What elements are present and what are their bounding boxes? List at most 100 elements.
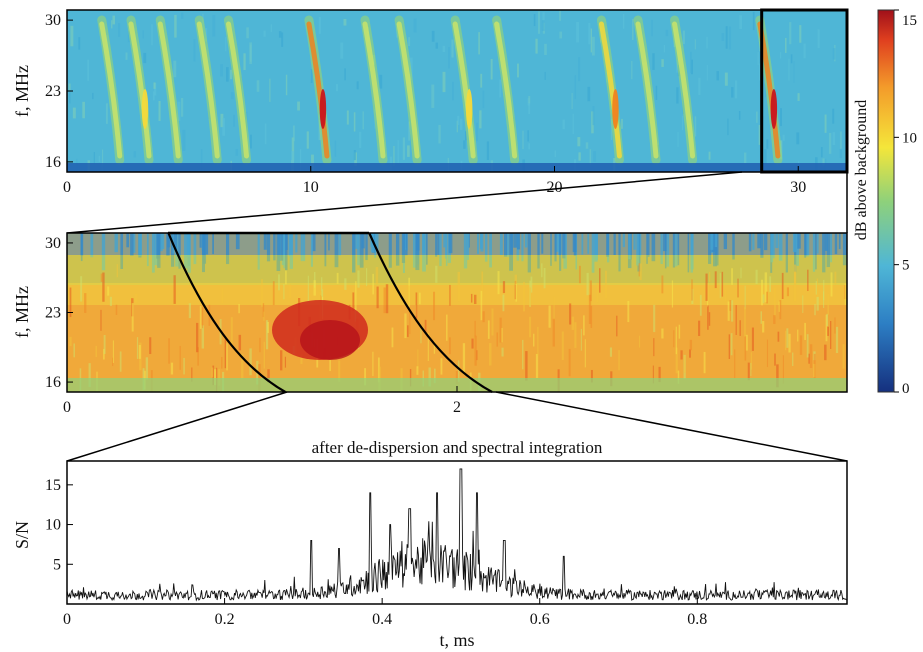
texture-cell — [407, 285, 410, 307]
texture-cell — [218, 369, 221, 386]
texture-cell — [725, 26, 728, 49]
texture-cell — [568, 348, 571, 377]
texture-cell — [182, 129, 186, 151]
middle-high-freq-band — [67, 233, 847, 255]
texture-cell — [799, 335, 803, 355]
zoom-connector-left — [66, 171, 743, 234]
y-tick-label: 23 — [45, 83, 61, 100]
texture-cell — [404, 313, 407, 339]
texture-cell — [433, 368, 436, 384]
texture-cell — [618, 350, 620, 371]
texture-cell — [197, 347, 199, 366]
bottom-y-ticks: 15 10 5 — [45, 477, 73, 573]
texture-cell — [263, 311, 265, 321]
y-tick-label: 5 — [53, 556, 61, 573]
texture-cell — [774, 353, 776, 366]
burst-streak — [598, 21, 622, 159]
texture-cell — [832, 132, 836, 145]
texture-cell — [731, 87, 734, 98]
texture-cell — [263, 341, 266, 369]
texture-cell — [744, 307, 746, 337]
texture-cell — [515, 283, 518, 302]
texture-cell — [682, 30, 685, 45]
texture-cell — [289, 284, 291, 299]
texture-cell — [69, 336, 72, 347]
texture-cell — [131, 303, 134, 332]
texture-cell — [270, 24, 273, 33]
y-tick-label: 16 — [45, 154, 61, 171]
middle-heatmap — [67, 233, 847, 392]
texture-cell — [413, 18, 417, 33]
texture-cell — [517, 63, 519, 78]
texture-cell — [822, 158, 825, 166]
texture-cell — [226, 67, 229, 82]
texture-cell — [825, 314, 828, 342]
texture-cell — [105, 103, 108, 124]
texture-cell — [586, 272, 589, 296]
texture-cell — [585, 142, 589, 149]
dispersion-curve-left — [167, 232, 286, 393]
texture-cell — [632, 18, 634, 41]
texture-cell — [543, 267, 546, 289]
texture-cell — [480, 73, 483, 88]
texture-cell — [559, 10, 562, 21]
texture-cell — [107, 286, 110, 296]
texture-cell — [755, 269, 758, 284]
x-tick-label: 2 — [453, 399, 461, 416]
texture-cell — [708, 151, 711, 160]
texture-cell — [246, 27, 249, 39]
texture-cell — [69, 287, 72, 318]
texture-cell — [340, 42, 344, 59]
x-tick-label: 30 — [790, 179, 806, 196]
texture-cell — [691, 279, 693, 301]
middle-y-label: f, MHz — [12, 286, 32, 338]
texture-cell — [824, 114, 827, 133]
texture-cell — [362, 111, 364, 130]
texture-cell — [826, 313, 828, 327]
texture-cell — [284, 356, 287, 368]
x-tick-label: 20 — [547, 179, 563, 196]
texture-cell — [675, 326, 677, 355]
texture-cell — [201, 325, 205, 349]
burst-streak — [196, 21, 220, 159]
texture-cell — [827, 293, 829, 315]
texture-cell — [143, 52, 147, 64]
texture-cell — [680, 350, 683, 360]
texture-cell — [78, 37, 81, 50]
texture-cell — [729, 300, 732, 311]
texture-cell — [463, 140, 466, 149]
texture-cell — [501, 327, 503, 343]
texture-cell — [616, 315, 618, 337]
texture-cell — [591, 111, 594, 134]
texture-cell — [734, 80, 738, 99]
texture-cell — [682, 115, 684, 131]
colorbar: 15 10 5 0 dB above background — [853, 9, 917, 397]
texture-cell — [72, 107, 76, 119]
texture-cell — [528, 102, 531, 114]
texture-cell — [762, 320, 765, 333]
texture-cell — [385, 284, 389, 314]
texture-cell — [225, 37, 227, 52]
texture-cell — [471, 338, 474, 349]
texture-cell — [744, 285, 746, 310]
texture-cell — [497, 271, 500, 295]
texture-cell — [313, 280, 316, 296]
texture-cell — [115, 304, 118, 315]
texture-cell — [310, 69, 313, 83]
texture-cell — [676, 87, 679, 104]
texture-cell — [344, 278, 347, 290]
texture-cell — [379, 74, 383, 89]
bottom-y-label: S/N — [12, 521, 32, 549]
texture-cell — [98, 155, 101, 162]
texture-cell — [269, 78, 271, 102]
texture-cell — [383, 287, 386, 314]
middle-y-ticks: 30 23 16 — [45, 235, 73, 391]
texture-cell — [758, 124, 761, 145]
texture-cell — [677, 370, 680, 384]
texture-cell — [764, 272, 768, 303]
texture-cell — [745, 334, 748, 351]
texture-cell — [544, 43, 547, 55]
texture-cell — [760, 279, 764, 306]
texture-cell — [764, 83, 767, 98]
